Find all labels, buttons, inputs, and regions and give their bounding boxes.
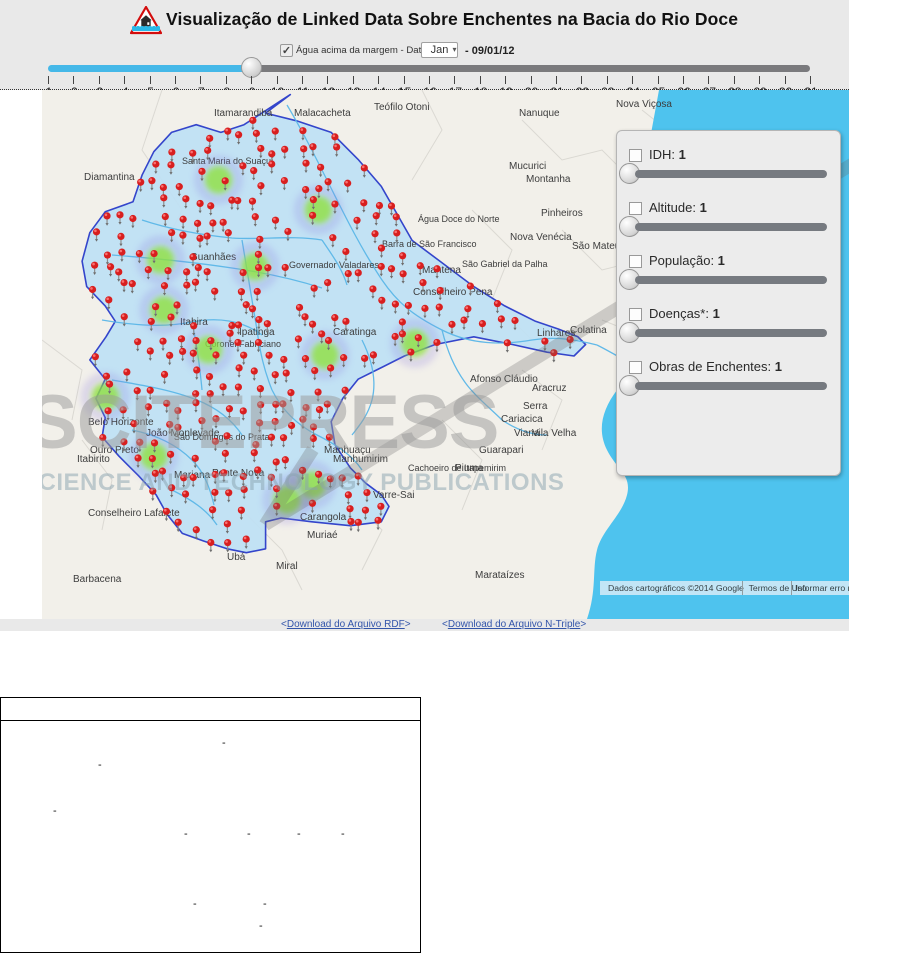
svg-text:SCITEPRESS: SCITEPRESS bbox=[42, 380, 498, 465]
svg-text:SCIENCE AND TECHNOLOGY PUBLICA: SCIENCE AND TECHNOLOGY PUBLICATIONS bbox=[42, 469, 564, 496]
